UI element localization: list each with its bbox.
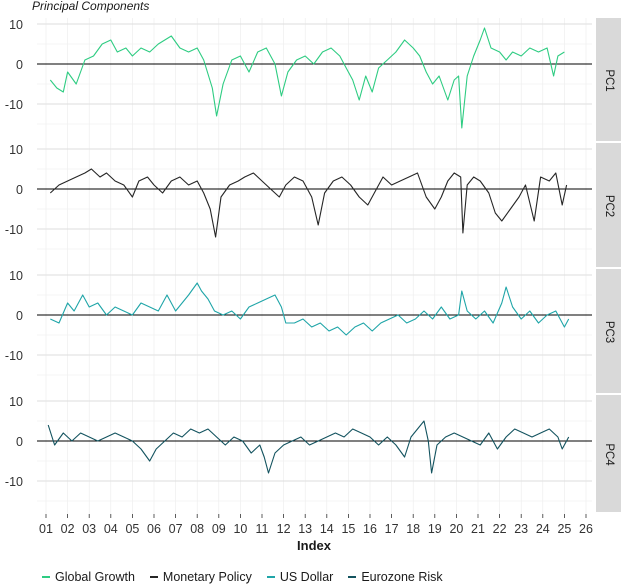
x-tick-label: 23	[514, 522, 528, 536]
legend-label: Global Growth	[55, 570, 135, 584]
facet-strip	[596, 18, 621, 141]
legend-label: Monetary Policy	[162, 570, 252, 584]
panel-background	[37, 395, 592, 514]
legend-label: Eurozone Risk	[361, 570, 443, 584]
x-tick-label: 06	[147, 522, 161, 536]
x-tick-label: 15	[341, 522, 355, 536]
x-axis-label: Index	[297, 538, 332, 553]
y-tick-label: 10	[9, 143, 23, 157]
x-tick-label: 08	[190, 522, 204, 536]
facet-label: PC4	[603, 443, 615, 466]
legend: Global Growth Monetary Policy US Dollar …	[42, 570, 443, 584]
legend-item-eurozone-risk: Eurozone Risk	[348, 570, 443, 584]
y-tick-label: 10	[9, 18, 23, 32]
x-tick-label: 03	[82, 522, 96, 536]
x-tick-label: 19	[428, 522, 442, 536]
y-tick-label: -10	[5, 349, 23, 363]
facet-label: PC3	[603, 321, 615, 343]
y-tick-label: 10	[9, 269, 23, 283]
y-tick-label: 0	[16, 183, 23, 197]
facet-strip	[596, 395, 621, 512]
x-tick-label: 17	[385, 522, 399, 536]
y-tick-label: -10	[5, 475, 23, 489]
x-tick-label: 01	[39, 522, 53, 536]
y-tick-label: -10	[5, 98, 23, 112]
legend-label: US Dollar	[279, 570, 334, 584]
x-tick-label: 25	[557, 522, 571, 536]
y-tick-label: 10	[9, 395, 23, 409]
x-tick-label: 26	[579, 522, 593, 536]
x-tick-label: 05	[125, 522, 139, 536]
x-tick-label: 18	[406, 522, 420, 536]
panel-background	[37, 269, 592, 395]
facet-strip	[596, 269, 621, 393]
x-tick-label: 10	[233, 522, 247, 536]
x-tick-label: 21	[471, 522, 485, 536]
facet-label: PC2	[603, 195, 615, 217]
x-tick-label: 14	[320, 522, 334, 536]
x-tick-label: 07	[169, 522, 183, 536]
legend-key-us-dollar	[266, 576, 275, 578]
x-tick-label: 20	[449, 522, 463, 536]
legend-key-eurozone-risk	[348, 576, 357, 578]
x-tick-label: 13	[298, 522, 312, 536]
legend-key-global-growth	[42, 576, 50, 578]
legend-item-us-dollar: US Dollar	[266, 570, 334, 584]
facet-strip	[596, 143, 621, 267]
series-line-monetary-policy	[49, 168, 568, 238]
series-line-global-growth	[49, 27, 565, 129]
facet-label: PC1	[603, 69, 615, 91]
legend-item-global-growth: Global Growth	[42, 570, 135, 584]
legend-item-monetary-policy: Monetary Policy	[149, 570, 252, 584]
series-line-eurozone-risk	[47, 420, 570, 474]
x-tick-label: 24	[536, 522, 550, 536]
y-tick-label: 0	[16, 435, 23, 449]
x-tick-label: 04	[104, 522, 118, 536]
x-tick-label: 12	[277, 522, 291, 536]
x-tick-label: 22	[493, 522, 507, 536]
legend-key-monetary-policy	[149, 576, 158, 578]
x-tick-label: 02	[61, 522, 75, 536]
y-tick-label: -10	[5, 223, 23, 237]
x-tick-label: 11	[256, 522, 269, 536]
chart-title: Principal Components	[32, 0, 150, 13]
y-tick-label: 0	[16, 58, 23, 72]
panel-background	[37, 143, 592, 269]
x-tick-label: 16	[363, 522, 377, 536]
y-tick-label: 0	[16, 309, 23, 323]
x-tick-label: 09	[212, 522, 226, 536]
series-line-us-dollar	[50, 282, 570, 336]
